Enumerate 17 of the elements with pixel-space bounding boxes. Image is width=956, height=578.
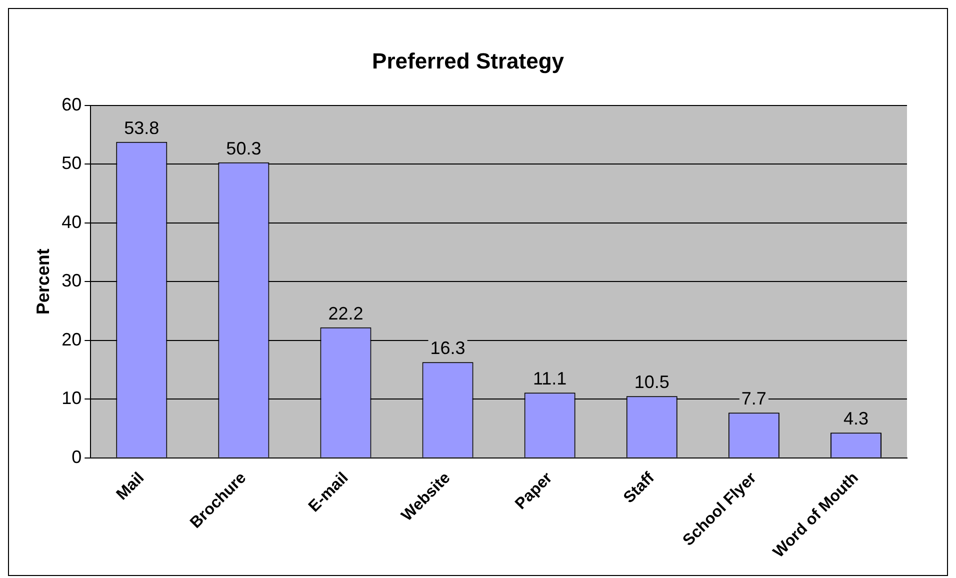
- y-tick-label: 60: [62, 94, 82, 114]
- data-label: 16.3: [430, 338, 466, 358]
- data-label: 53.8: [124, 118, 160, 138]
- y-tick-label: 0: [72, 446, 82, 467]
- data-label: 11.1: [532, 368, 567, 389]
- y-tick-label: 30: [62, 270, 82, 291]
- y-tick-label: 40: [62, 212, 82, 232]
- y-tick-label: 50: [62, 153, 82, 174]
- data-label: 7.7: [741, 388, 766, 409]
- data-label: 10.5: [634, 372, 670, 392]
- y-axis-title: Percent: [32, 248, 53, 315]
- data-label: 50.3: [226, 138, 262, 158]
- data-label: 4.3: [843, 408, 868, 429]
- y-tick-label: 20: [62, 329, 82, 350]
- data-label: 22.2: [328, 303, 364, 324]
- chart-title: Preferred Strategy: [372, 48, 565, 74]
- y-tick-label: 10: [62, 388, 82, 408]
